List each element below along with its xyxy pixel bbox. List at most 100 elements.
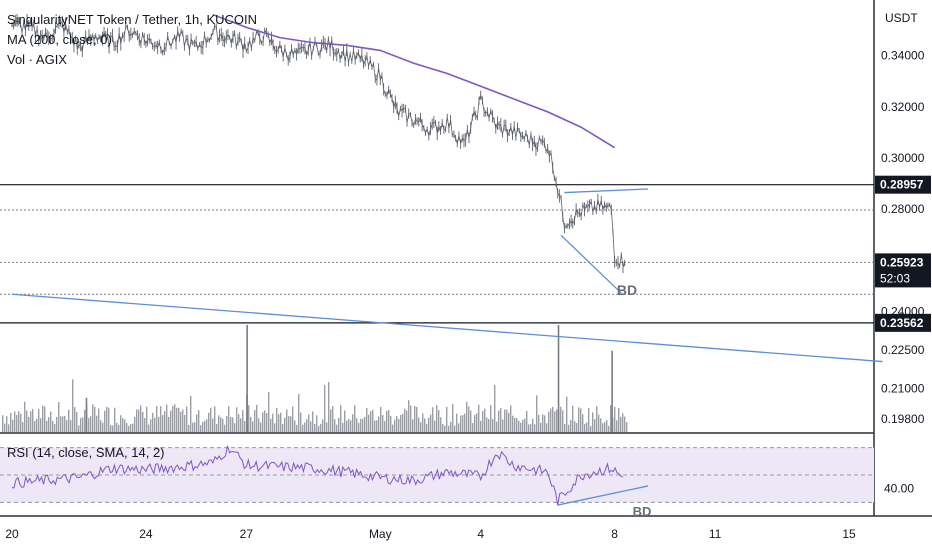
volume-bar (44, 406, 46, 432)
volume-bar (318, 425, 320, 432)
volume-bar (322, 419, 324, 432)
volume-bar (46, 420, 48, 432)
volume-bar (384, 421, 386, 432)
symbol-title[interactable]: SingularityNET Token / Tether, 1h, KUCOI… (7, 12, 258, 27)
volume-bar (4, 423, 6, 432)
volume-bar (594, 419, 596, 432)
volume-bar (516, 418, 518, 432)
volume-bar (296, 424, 298, 432)
volume-bar (192, 422, 194, 432)
volume-bar (364, 416, 366, 432)
volume-bar (84, 409, 86, 432)
rsi-legend[interactable]: RSI (14, close, SMA, 14, 2) (7, 445, 165, 460)
volume-bar (336, 424, 338, 432)
volume-bar (176, 407, 178, 432)
ma-legend[interactable]: MA (200, close, 0) (7, 32, 112, 47)
volume-bar (230, 417, 232, 432)
volume-bar (488, 419, 490, 432)
volume-bar (498, 410, 500, 432)
volume-bar (26, 410, 28, 432)
volume-bar (132, 423, 134, 432)
volume-bar (120, 415, 122, 432)
volume-bar (14, 411, 16, 432)
rsi-trend-line (557, 485, 649, 506)
price-axis-tick-label: 0.22500 (881, 343, 925, 357)
volume-bar (294, 420, 296, 432)
price-axis-tick-label: 0.32000 (881, 100, 925, 114)
volume-bar (402, 413, 404, 432)
volume-bar (366, 408, 368, 432)
volume-bar (196, 414, 198, 432)
volume-bar (158, 416, 160, 432)
volume-bar (256, 404, 258, 432)
volume-bar (556, 409, 558, 432)
last-price-box (875, 253, 931, 288)
volume-bar (190, 395, 192, 432)
volume-bar (204, 420, 206, 432)
volume-bar (600, 418, 602, 432)
volume-bar (554, 411, 556, 432)
volume-bar (344, 410, 346, 432)
volume-bar (264, 410, 266, 432)
rsi-annotation-bd: BD (633, 504, 652, 519)
volume-bar (62, 416, 64, 432)
volume-bar (240, 418, 242, 432)
volume-bar (420, 422, 422, 432)
volume-bar (560, 406, 562, 432)
price-line (11, 18, 626, 268)
volume-bar (180, 411, 182, 432)
volume-bar (248, 405, 250, 432)
volume-bar (66, 420, 68, 432)
volume-bar (412, 419, 414, 432)
volume-bar (118, 424, 120, 432)
volume-bar (328, 382, 330, 432)
volume-bar (458, 423, 460, 432)
volume-bar (70, 420, 72, 432)
volume-bar (522, 419, 524, 432)
volume-bar (442, 423, 444, 432)
volume-bar (252, 421, 254, 432)
volume-bar (406, 410, 408, 432)
volume-bar (360, 418, 362, 432)
volume-bar (624, 416, 626, 432)
volume-bar (212, 418, 214, 432)
volume-bar (304, 422, 306, 432)
volume-bar (472, 423, 474, 432)
volume-bar (592, 412, 594, 432)
volume-bar (524, 418, 526, 432)
price-line-label-box (875, 175, 931, 194)
volume-bar (548, 411, 550, 432)
volume-bar (142, 411, 144, 432)
volume-bar (224, 424, 226, 432)
volume-bar (570, 419, 572, 432)
volume-bar (492, 419, 494, 432)
vol-legend[interactable]: Vol · AGIX (7, 52, 67, 67)
volume-bar (520, 422, 522, 432)
volume-bar (582, 414, 584, 432)
volume-bar (414, 406, 416, 432)
volume-bar (372, 409, 374, 432)
volume-bar (24, 401, 26, 432)
volume-bar (314, 423, 316, 432)
volume-bar (262, 412, 264, 432)
volume-bar (188, 424, 190, 432)
volume-bar (50, 411, 52, 432)
volume-bar (378, 416, 380, 432)
volume-bars (2, 325, 628, 432)
volume-bar (534, 424, 536, 432)
volume-bar (172, 405, 174, 432)
volume-bar (148, 424, 150, 432)
volume-bar (396, 416, 398, 432)
volume-bar (276, 407, 278, 432)
volume-bar (480, 420, 482, 432)
volume-bar (460, 415, 462, 432)
volume-bar (440, 417, 442, 432)
volume-bar (532, 418, 534, 432)
volume-bar (2, 415, 4, 432)
volume-bar (88, 418, 90, 432)
volume-bar (312, 411, 314, 432)
volume-bar (540, 422, 542, 432)
volume-bar (370, 411, 372, 432)
